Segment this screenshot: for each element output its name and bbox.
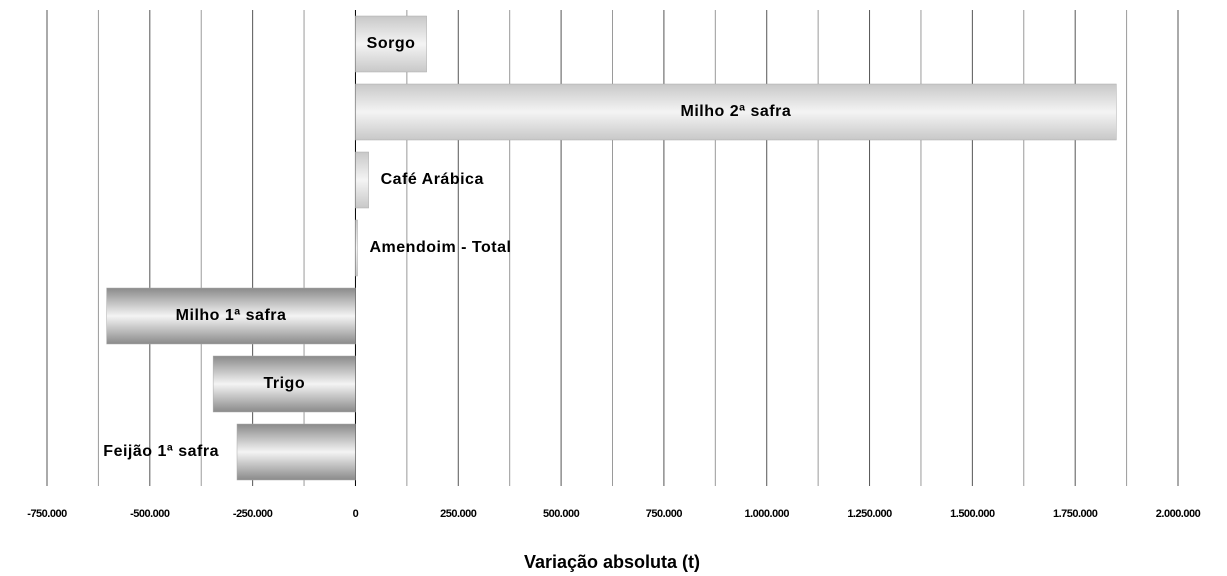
category-label: Trigo [263,375,305,392]
bar [236,423,356,481]
category-label: Café Arábica [381,171,484,188]
x-axis-title: Variação absoluta (t) [524,552,700,572]
x-tick-label: -750.000 [27,508,67,520]
bar [212,355,356,413]
x-tick-label: 1.250.000 [847,508,892,520]
category-label: Amendoim - Total [370,239,512,256]
x-tick-label: 0 [353,508,359,520]
category-label: Sorgo [367,35,416,52]
category-label: Milho 2ª safra [681,103,792,120]
x-tick-label: 250.000 [440,508,477,520]
bar [106,287,356,345]
bar [355,151,369,209]
x-tick-label: 1.750.000 [1053,508,1098,520]
category-label: Feijão 1ª safra [103,443,219,460]
x-tick-label: 1.500.000 [950,508,995,520]
category-label: Milho 1ª safra [176,307,287,324]
x-tick-label: 1.000.000 [745,508,790,520]
x-tick-label: -500.000 [130,508,170,520]
x-tick-label: 500.000 [543,508,580,520]
x-tick-label: 750.000 [646,508,683,520]
x-tick-label: -250.000 [233,508,273,520]
bar [355,83,1117,141]
x-tick-label: 2.000.000 [1156,508,1201,520]
bar [355,219,358,277]
bar [355,15,427,73]
